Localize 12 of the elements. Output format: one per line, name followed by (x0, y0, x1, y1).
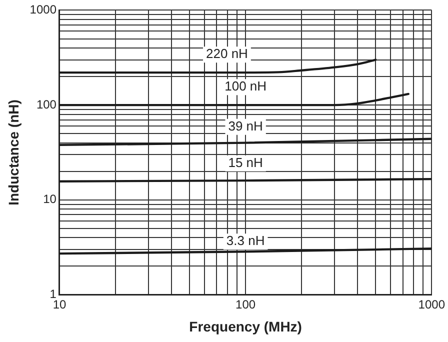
annotation: 39 nH (228, 118, 263, 134)
x-axis-title: Frequency (MHz) (189, 318, 302, 334)
annotation: 3.3 nH (226, 233, 265, 248)
annotation: 220 nH (206, 46, 248, 62)
y-tick-label: 100 (36, 97, 57, 112)
x-tick-label: 100 (236, 297, 256, 312)
y-tick-label: 1000 (30, 2, 57, 17)
annotation: 15 nH (228, 154, 263, 170)
x-tick-label: 1000 (418, 297, 446, 312)
annotation: 100 nH (224, 78, 267, 94)
y-tick-label: 10 (43, 192, 57, 206)
y-axis-title: Inductance (nH) (5, 100, 22, 206)
